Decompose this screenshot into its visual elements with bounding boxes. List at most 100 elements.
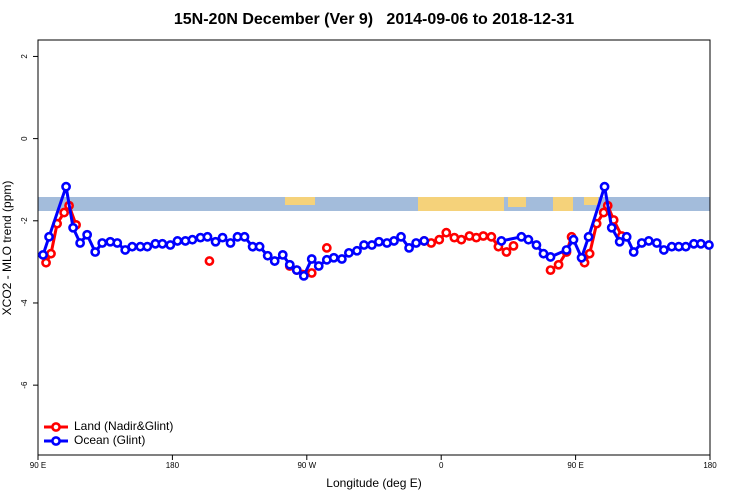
point: [142, 241, 153, 252]
point: [291, 265, 302, 275]
point: [531, 240, 542, 250]
point: [254, 241, 265, 252]
point: [568, 234, 579, 245]
point: [419, 236, 430, 246]
point: [598, 207, 609, 218]
point: [59, 207, 70, 218]
point: [599, 181, 610, 192]
point: [68, 222, 78, 233]
point: [478, 231, 489, 241]
point: [112, 238, 123, 248]
point: [239, 231, 250, 242]
point: [344, 247, 354, 258]
point: [217, 232, 228, 243]
point: [269, 256, 280, 266]
map-ocean: [38, 197, 710, 211]
point: [187, 234, 198, 245]
map-land: [418, 197, 504, 211]
point: [704, 240, 714, 250]
point: [359, 240, 369, 250]
x-tick-label: 0: [439, 461, 444, 470]
point: [486, 231, 497, 242]
point: [628, 247, 639, 257]
point: [82, 229, 93, 240]
point: [352, 245, 362, 256]
point: [606, 222, 617, 233]
point: [204, 256, 215, 266]
x-axis-label: Longitude (deg E): [326, 476, 421, 490]
point: [501, 247, 512, 257]
legend-label: Ocean (Glint): [74, 433, 145, 447]
point: [545, 252, 556, 262]
point: [336, 254, 347, 264]
point: [389, 236, 399, 246]
point: [313, 261, 324, 271]
point: [614, 236, 625, 247]
point: [545, 265, 556, 275]
point: [157, 238, 168, 249]
x-tick-label: 90 E: [567, 461, 583, 470]
map-land: [508, 197, 526, 207]
legend-marker: [51, 436, 61, 446]
point: [584, 248, 595, 259]
point: [262, 250, 273, 261]
point: [374, 236, 384, 247]
point: [97, 238, 108, 248]
point: [456, 234, 467, 245]
map-strip: [38, 197, 710, 211]
point: [621, 231, 632, 242]
point: [225, 238, 236, 248]
point: [328, 252, 339, 263]
map-land: [285, 197, 315, 205]
point: [306, 254, 317, 264]
x-tick-label: 180: [166, 461, 180, 470]
point: [165, 240, 176, 250]
legend-marker: [51, 422, 61, 432]
y-tick-label: -4: [20, 299, 29, 307]
point: [75, 238, 86, 248]
point: [523, 234, 534, 245]
point: [277, 249, 288, 260]
point: [576, 252, 587, 263]
chart-title: 15N-20N December (Ver 9) 2014-09-06 to 2…: [174, 11, 574, 28]
point: [298, 270, 309, 281]
point: [583, 231, 594, 242]
point: [284, 259, 295, 270]
point: [508, 240, 519, 251]
point: [44, 231, 54, 242]
point: [695, 238, 706, 249]
point: [643, 236, 654, 246]
point: [404, 243, 414, 253]
point: [680, 241, 691, 252]
point: [434, 234, 445, 245]
point: [61, 181, 71, 192]
map-land: [584, 197, 598, 205]
point: [127, 241, 138, 252]
legend-label: Land (Nadir&Glint): [74, 419, 173, 433]
point: [172, 236, 183, 246]
y-tick-label: 0: [20, 136, 29, 141]
x-tick-label: 180: [703, 461, 717, 470]
map-land: [553, 197, 573, 211]
point: [202, 231, 213, 242]
y-tick-label: -6: [20, 381, 29, 389]
point: [306, 268, 317, 278]
point: [210, 236, 221, 247]
point: [411, 238, 422, 248]
y-tick-label: -2: [20, 217, 29, 225]
y-tick-label: 2: [20, 54, 29, 59]
point: [561, 245, 572, 255]
y-axis-label: XCO2 - MLO trend (ppm): [0, 181, 14, 316]
point: [496, 236, 507, 246]
point: [38, 249, 48, 260]
x-tick-label: 90 W: [297, 461, 316, 470]
point: [396, 231, 406, 242]
point: [658, 245, 669, 255]
point: [46, 248, 56, 259]
point: [553, 259, 564, 270]
point: [90, 247, 101, 257]
x-tick-label: 90 E: [30, 461, 46, 470]
point: [321, 243, 332, 253]
point: [41, 257, 51, 268]
